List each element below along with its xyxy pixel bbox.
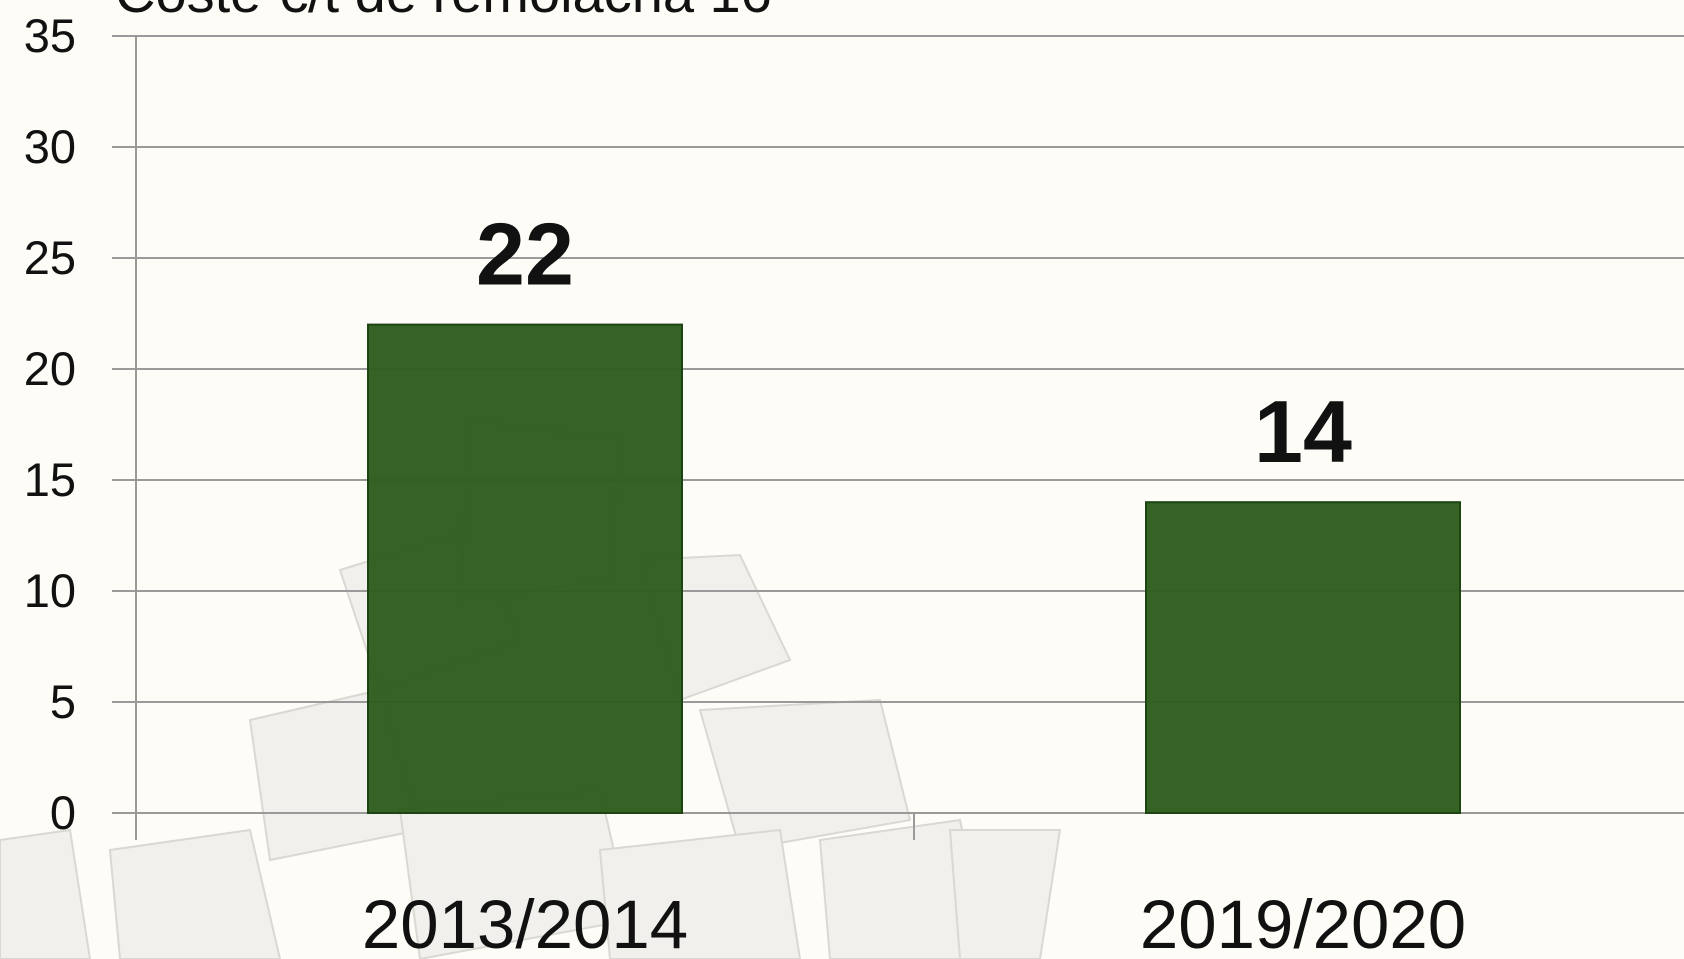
y-tick-label: 15 <box>24 453 76 506</box>
data-label: 22 <box>476 205 574 304</box>
y-tick-label: 25 <box>24 231 76 284</box>
y-tick-label: 10 <box>24 564 76 617</box>
y-tick-label: 20 <box>24 342 76 395</box>
bar <box>367 323 683 814</box>
sugar-cubes-decoration <box>0 418 1062 959</box>
y-tick-label: 0 <box>50 786 76 839</box>
y-tick-label: 35 <box>24 9 76 62</box>
x-tick-label: 2019/2020 <box>1140 886 1466 959</box>
data-label: 14 <box>1254 382 1352 481</box>
chart-title: Coste €/t de remolacha 16 <box>115 0 772 24</box>
y-tick-label: 5 <box>50 675 76 728</box>
y-tick-label: 30 <box>24 120 76 173</box>
bar <box>1145 501 1461 814</box>
x-tick-label: 2013/2014 <box>362 886 688 959</box>
